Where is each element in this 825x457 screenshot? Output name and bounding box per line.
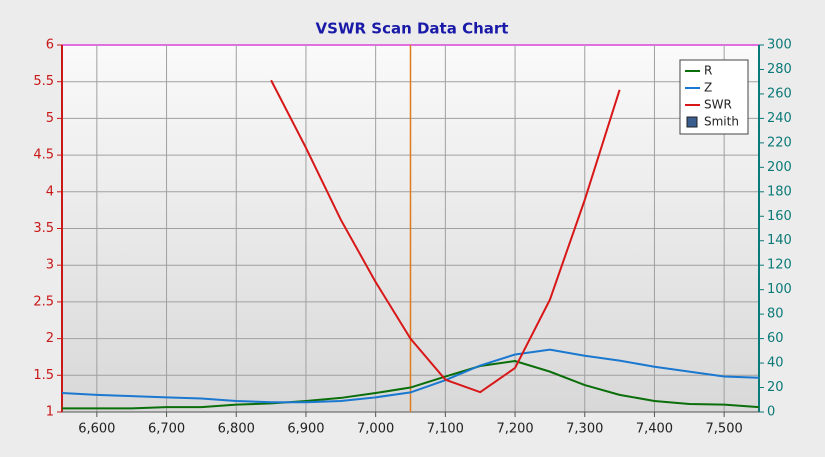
y-tick-label: 1.5 <box>33 368 54 383</box>
y2-tick-label: 180 <box>767 184 792 199</box>
x-tick-label: 7,300 <box>566 422 603 437</box>
legend-label: R <box>704 64 712 78</box>
x-tick-label: 6,800 <box>218 422 255 437</box>
y2-tick-label: 60 <box>767 331 784 346</box>
legend-label: Smith <box>704 115 739 129</box>
x-tick-label: 7,500 <box>706 422 743 437</box>
y-tick-label: 3 <box>46 258 54 273</box>
x-tick-label: 6,700 <box>148 422 185 437</box>
y2-tick-label: 140 <box>767 233 792 248</box>
y-tick-label: 4 <box>46 184 54 199</box>
x-tick-label: 7,200 <box>496 422 533 437</box>
y2-tick-label: 40 <box>767 356 784 371</box>
y-tick-label: 1 <box>46 405 54 420</box>
y2-tick-label: 240 <box>767 111 792 126</box>
y-tick-label: 2 <box>46 331 54 346</box>
y2-tick-label: 220 <box>767 135 792 150</box>
y2-tick-label: 200 <box>767 160 792 175</box>
series-line <box>62 359 759 410</box>
legend-label: Z <box>704 81 712 95</box>
series-line <box>62 348 759 404</box>
series-line <box>270 79 621 394</box>
x-tick-label: 7,100 <box>427 422 464 437</box>
y-tick-label: 5 <box>46 111 54 126</box>
x-tick-label: 6,600 <box>78 422 115 437</box>
y-tick-label: 4.5 <box>33 148 54 163</box>
x-tick-label: 6,900 <box>287 422 324 437</box>
y2-tick-label: 20 <box>767 380 784 395</box>
series-group <box>62 79 759 410</box>
y2-tick-label: 160 <box>767 209 792 224</box>
legend-swatch <box>686 116 698 128</box>
y2-tick-label: 0 <box>767 405 775 420</box>
x-tick-label: 7,000 <box>357 422 394 437</box>
y-tick-label: 2.5 <box>33 294 54 309</box>
y-tick-label: 6 <box>46 38 54 53</box>
y-tick-label: 3.5 <box>33 221 54 236</box>
chart-title: VSWR Scan Data Chart <box>316 20 509 38</box>
legend-label: SWR <box>704 98 732 112</box>
y2-tick-label: 80 <box>767 307 784 322</box>
y2-tick-label: 100 <box>767 282 792 297</box>
y2-tick-label: 120 <box>767 258 792 273</box>
y-tick-label: 5.5 <box>33 74 54 89</box>
y2-tick-label: 300 <box>767 38 792 53</box>
y2-tick-label: 280 <box>767 62 792 77</box>
y2-tick-label: 260 <box>767 86 792 101</box>
x-tick-label: 7,400 <box>636 422 673 437</box>
